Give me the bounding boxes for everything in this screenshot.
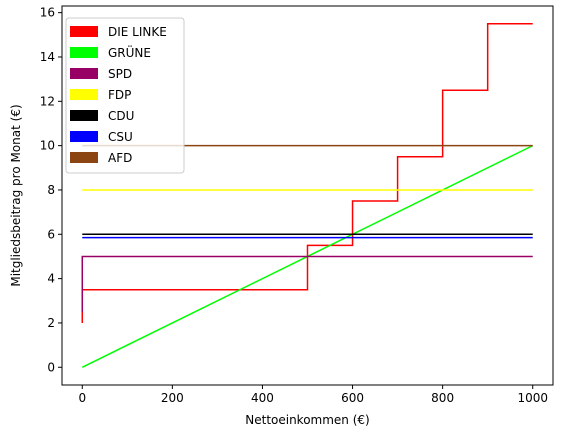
legend-swatch <box>70 68 98 79</box>
legend-swatch <box>70 26 98 37</box>
x-tick-label: 800 <box>431 391 454 405</box>
legend-label: CDU <box>108 109 134 123</box>
legend-swatch <box>70 47 98 58</box>
legend-swatch <box>70 89 98 100</box>
legend-label: DIE LINKE <box>108 25 167 39</box>
legend-label: CSU <box>108 130 133 144</box>
y-tick-label: 4 <box>47 272 55 286</box>
x-tick-label: 0 <box>78 391 86 405</box>
y-tick-label: 0 <box>47 360 55 374</box>
legend-label: SPD <box>108 67 132 81</box>
x-axis-label: Nettoeinkommen (€) <box>245 413 369 427</box>
y-axis-ticks: 0 2 4 6 8 10 12 14 16 <box>40 6 62 374</box>
y-tick-label: 2 <box>47 316 55 330</box>
series-line-0 <box>81 22 533 323</box>
y-tick-label: 14 <box>40 50 55 64</box>
y-tick-label: 12 <box>40 94 55 108</box>
plot-frame <box>61 5 554 386</box>
x-tick-label: 600 <box>341 391 364 405</box>
x-tick-label: 1000 <box>517 391 548 405</box>
y-tick-label: 10 <box>40 139 55 153</box>
x-tick-label: 400 <box>251 391 274 405</box>
y-tick-label: 8 <box>47 183 55 197</box>
legend-label: GRÜNE <box>108 44 151 60</box>
legend-label: FDP <box>108 88 131 102</box>
legend-swatch <box>70 110 98 121</box>
series-line-2 <box>81 255 533 312</box>
legend: DIE LINKE GRÜNE SPD FDP CDU CSU AFD <box>65 17 185 174</box>
x-axis-ticks: 0 200 400 600 800 1000 <box>78 385 548 405</box>
y-tick-label: 16 <box>40 6 55 20</box>
legend-swatch <box>70 131 98 142</box>
y-axis-label: Mitgliedsbeitrag pro Monat (€) <box>9 104 23 286</box>
x-tick-label: 200 <box>161 391 184 405</box>
legend-swatch <box>70 152 98 163</box>
y-tick-label: 6 <box>47 227 55 241</box>
legend-label: AFD <box>108 151 132 165</box>
